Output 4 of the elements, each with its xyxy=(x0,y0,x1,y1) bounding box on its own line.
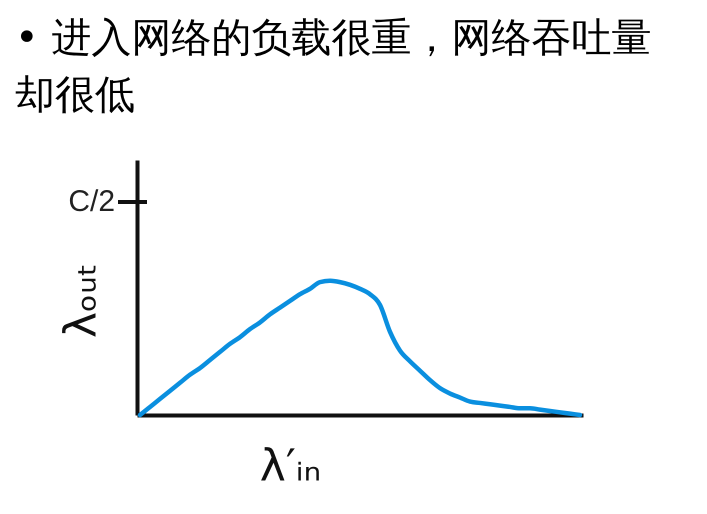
chart-title: • 进入网络的负载很重，网络吞吐量却很低 xyxy=(15,15,652,118)
x-axis-title: λ′ᵢₙ xyxy=(260,440,322,492)
y-axis-title: λₒᵤₜ xyxy=(56,262,106,338)
text: C/2 xyxy=(68,185,115,218)
